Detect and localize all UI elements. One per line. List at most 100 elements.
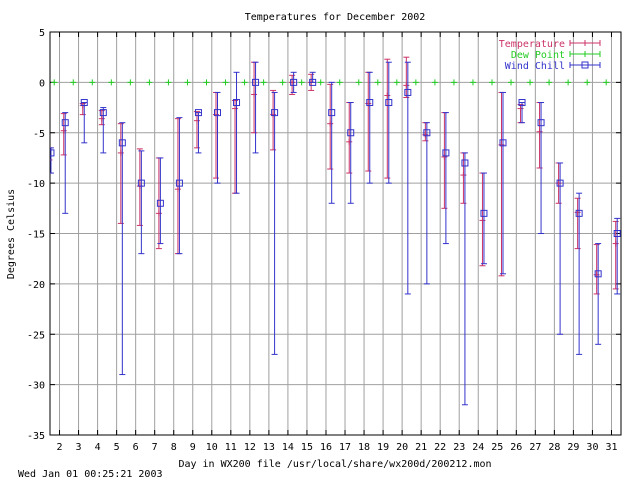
temperature-mean-point bbox=[117, 149, 124, 156]
temperature-errorbar bbox=[50, 147, 53, 174]
temperature-mean-point bbox=[251, 91, 258, 98]
temperature-mean-point bbox=[441, 153, 448, 160]
dew-point-point bbox=[222, 79, 229, 86]
dew-point-point bbox=[336, 79, 343, 86]
dew-point-point bbox=[412, 79, 419, 86]
x-tick-label: 29 bbox=[567, 442, 579, 453]
wind-chill-errorbar bbox=[423, 122, 431, 285]
temperature-errorbar bbox=[403, 56, 410, 98]
dew-point-point bbox=[51, 79, 58, 86]
dew-point-point bbox=[584, 79, 591, 86]
wind-chill-mean-point bbox=[461, 159, 469, 167]
x-tick-label: 19 bbox=[377, 442, 389, 453]
wind-chill-errorbar bbox=[613, 217, 621, 295]
temperature-mean-point bbox=[232, 105, 239, 112]
x-tick-label: 4 bbox=[95, 442, 101, 453]
dew-point-point bbox=[355, 79, 362, 86]
temperature-mean-point bbox=[193, 117, 200, 124]
wind-chill-errorbar bbox=[499, 91, 507, 275]
dew-point-point bbox=[546, 79, 553, 86]
wind-chill-mean-point bbox=[404, 88, 412, 96]
wind-chill-mean-point bbox=[118, 139, 126, 147]
wind-chill-errorbar bbox=[442, 112, 450, 245]
legend-marker-wind-chill bbox=[581, 61, 589, 69]
x-tick-label: 6 bbox=[133, 442, 139, 453]
dew-point-point bbox=[565, 79, 572, 86]
wind-chill-errorbar bbox=[175, 117, 183, 255]
wind-chill-errorbar bbox=[194, 109, 202, 154]
dew-point-point bbox=[260, 79, 267, 86]
temperature-errorbar bbox=[555, 162, 562, 204]
temperature-mean-point bbox=[98, 115, 105, 122]
dew-point-point bbox=[508, 79, 515, 86]
x-tick-label: 22 bbox=[434, 442, 446, 453]
dew-point-point bbox=[203, 79, 210, 86]
wind-chill-mean-point bbox=[80, 99, 88, 107]
x-tick-label: 21 bbox=[415, 442, 427, 453]
y-axis-label: Degrees Celsius bbox=[6, 189, 17, 279]
x-tick-label: 7 bbox=[152, 442, 158, 453]
wind-chill-mean-point bbox=[194, 109, 202, 117]
wind-chill-mean-point bbox=[347, 129, 355, 137]
wind-chill-errorbar bbox=[118, 122, 126, 376]
temperature-errorbar bbox=[365, 71, 372, 172]
wind-chill-mean-point bbox=[537, 119, 545, 127]
x-tick-label: 16 bbox=[320, 442, 332, 453]
temperature-errorbar bbox=[98, 110, 105, 126]
x-tick-label: 31 bbox=[605, 442, 617, 453]
x-tick-label: 23 bbox=[453, 442, 465, 453]
dew-point-point bbox=[108, 79, 115, 86]
temperature-mean-point bbox=[479, 217, 486, 224]
dew-point-point bbox=[431, 79, 438, 86]
y-tick-label: -35 bbox=[27, 431, 45, 442]
temperature-mean-point bbox=[327, 120, 334, 127]
dew-point-point bbox=[488, 79, 495, 86]
temperature-errorbar bbox=[232, 100, 239, 194]
dew-point-point bbox=[469, 79, 476, 86]
temperature-mean-point bbox=[270, 111, 277, 118]
temperature-errorbar bbox=[536, 102, 543, 169]
x-tick-label: 12 bbox=[244, 442, 256, 453]
wind-chill-mean-point bbox=[271, 109, 279, 117]
dew-point-point bbox=[527, 79, 534, 86]
wind-chill-mean-point bbox=[442, 149, 450, 157]
temperature-mean-point bbox=[174, 186, 181, 193]
series-layer bbox=[50, 56, 621, 406]
temperature-mean-point bbox=[289, 79, 296, 86]
temperature-errorbar bbox=[212, 91, 219, 179]
wind-chill-errorbar bbox=[404, 61, 412, 295]
wind-chill-errorbar bbox=[461, 152, 469, 406]
dew-point-point bbox=[450, 79, 457, 86]
wind-chill-errorbar bbox=[518, 99, 526, 124]
legend-marker-dew-point bbox=[582, 51, 588, 57]
wind-chill-errorbar bbox=[156, 157, 164, 245]
legend-label-wind-chill: Wind Chill bbox=[505, 61, 565, 72]
x-tick-label: 9 bbox=[190, 442, 196, 453]
x-tick-label: 17 bbox=[339, 442, 351, 453]
x-tick-label: 28 bbox=[548, 442, 560, 453]
wind-chill-errorbar bbox=[271, 91, 279, 355]
y-tick-label: -25 bbox=[27, 330, 45, 341]
dew-point-point bbox=[317, 79, 324, 86]
chart-title: Temperatures for December 2002 bbox=[245, 12, 426, 23]
y-tick-label: -5 bbox=[33, 129, 45, 140]
x-tick-label: 13 bbox=[263, 442, 275, 453]
wind-chill-mean-point bbox=[480, 209, 488, 217]
x-tick-label: 30 bbox=[586, 442, 598, 453]
temperature-mean-point bbox=[536, 128, 543, 135]
wind-chill-errorbar bbox=[594, 243, 602, 345]
temperature-errorbar bbox=[612, 220, 619, 290]
wind-chill-mean-point bbox=[252, 78, 260, 86]
series-dew-point bbox=[51, 79, 610, 86]
wind-chill-errorbar bbox=[213, 91, 221, 184]
wind-chill-errorbar bbox=[328, 81, 336, 204]
dew-point-point bbox=[165, 79, 172, 86]
series-wind-chill bbox=[50, 61, 621, 406]
temperature-mean-point bbox=[384, 92, 391, 99]
wind-chill-mean-point bbox=[61, 119, 69, 127]
wind-chill-mean-point bbox=[309, 78, 317, 86]
legend-label-dew-point: Dew Point bbox=[511, 50, 565, 61]
grid-layer bbox=[50, 31, 621, 436]
